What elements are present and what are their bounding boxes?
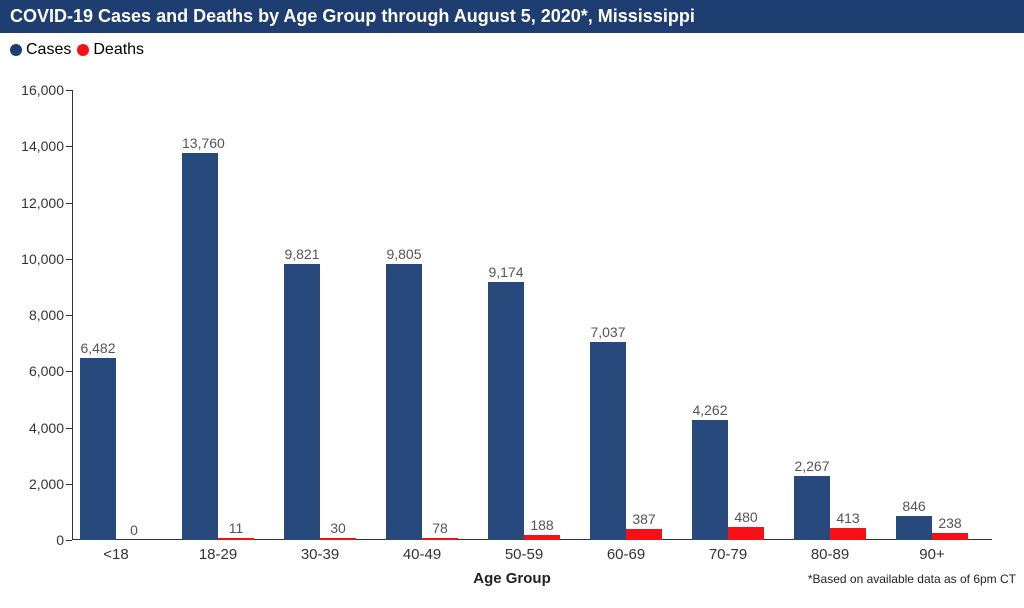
- bar-cases: 9,805: [386, 264, 422, 540]
- bar-cases: 2,267: [794, 476, 830, 540]
- bar-cases: 846: [896, 516, 932, 540]
- y-tick: [66, 371, 72, 372]
- bar-label-cases: 9,174: [488, 264, 524, 282]
- legend-dot-cases: [10, 44, 22, 56]
- bar-cases: 6,482: [80, 358, 116, 540]
- chart-title: COVID-19 Cases and Deaths by Age Group t…: [10, 6, 695, 26]
- footnote-text: *Based on available data as of 6pm CT: [808, 572, 1016, 586]
- bar-label-deaths: 387: [626, 511, 662, 529]
- bar-label-cases: 9,821: [284, 246, 320, 264]
- y-tick: [66, 540, 72, 541]
- bar-label-deaths: 0: [116, 522, 152, 540]
- bar-label-deaths: 78: [422, 520, 458, 538]
- bar-label-cases: 6,482: [80, 340, 116, 358]
- y-tick: [66, 484, 72, 485]
- y-tick: [66, 90, 72, 91]
- bar-deaths: 480: [728, 527, 764, 541]
- y-tick-label: 6,000: [29, 363, 64, 379]
- bar-label-cases: 2,267: [794, 458, 830, 476]
- y-tick-label: 10,000: [21, 251, 64, 267]
- legend: Cases Deaths: [0, 33, 1024, 63]
- bar-cases: 9,174: [488, 282, 524, 540]
- bar-label-cases: 9,805: [386, 246, 422, 264]
- legend-dot-deaths: [77, 44, 89, 56]
- bar-label-cases: 13,760: [182, 135, 218, 153]
- y-tick-label: 0: [56, 532, 64, 548]
- x-tick-label: 60-69: [590, 540, 662, 563]
- bar-cases: 7,037: [590, 342, 626, 540]
- y-tick-label: 14,000: [21, 138, 64, 154]
- x-axis-title: Age Group: [473, 570, 551, 587]
- x-tick-label: 40-49: [386, 540, 458, 563]
- legend-label-cases: Cases: [26, 41, 71, 59]
- y-tick-label: 2,000: [29, 476, 64, 492]
- y-tick: [66, 428, 72, 429]
- y-tick-label: 12,000: [21, 195, 64, 211]
- x-tick-label: 80-89: [794, 540, 866, 563]
- bar-cases: 13,760: [182, 153, 218, 540]
- x-tick-label: 90+: [896, 540, 968, 563]
- y-tick: [66, 146, 72, 147]
- bar-label-deaths: 11: [218, 520, 254, 538]
- y-axis-line: [72, 90, 73, 540]
- bar-label-cases: 846: [896, 498, 932, 516]
- bar-deaths: 387: [626, 529, 662, 540]
- bar-label-deaths: 188: [524, 517, 560, 535]
- x-tick-label: <18: [80, 540, 152, 563]
- bar-label-deaths: 480: [728, 509, 764, 527]
- bar-cases: 4,262: [692, 420, 728, 540]
- bar-label-cases: 4,262: [692, 402, 728, 420]
- x-tick-label: 50-59: [488, 540, 560, 563]
- bar-label-deaths: 30: [320, 520, 356, 538]
- y-tick-label: 8,000: [29, 307, 64, 323]
- bar-deaths: 413: [830, 528, 866, 540]
- legend-item-deaths: Deaths: [77, 41, 144, 59]
- bar-label-deaths: 238: [932, 515, 968, 533]
- x-tick-label: 18-29: [182, 540, 254, 563]
- legend-label-deaths: Deaths: [93, 41, 144, 59]
- bar-deaths: 238: [932, 533, 968, 540]
- y-tick-label: 16,000: [21, 82, 64, 98]
- y-tick: [66, 259, 72, 260]
- x-tick-label: 30-39: [284, 540, 356, 563]
- legend-item-cases: Cases: [10, 41, 71, 59]
- y-tick: [66, 203, 72, 204]
- bar-cases: 9,821: [284, 264, 320, 540]
- y-tick: [66, 315, 72, 316]
- x-tick-label: 70-79: [692, 540, 764, 563]
- bar-label-cases: 7,037: [590, 324, 626, 342]
- plot-area: 02,0004,0006,0008,00010,00012,00014,0001…: [72, 90, 992, 540]
- chart-title-bar: COVID-19 Cases and Deaths by Age Group t…: [0, 0, 1024, 33]
- bar-label-deaths: 413: [830, 510, 866, 528]
- y-tick-label: 4,000: [29, 420, 64, 436]
- chart-container: COVID-19 Cases and Deaths by Age Group t…: [0, 0, 1024, 608]
